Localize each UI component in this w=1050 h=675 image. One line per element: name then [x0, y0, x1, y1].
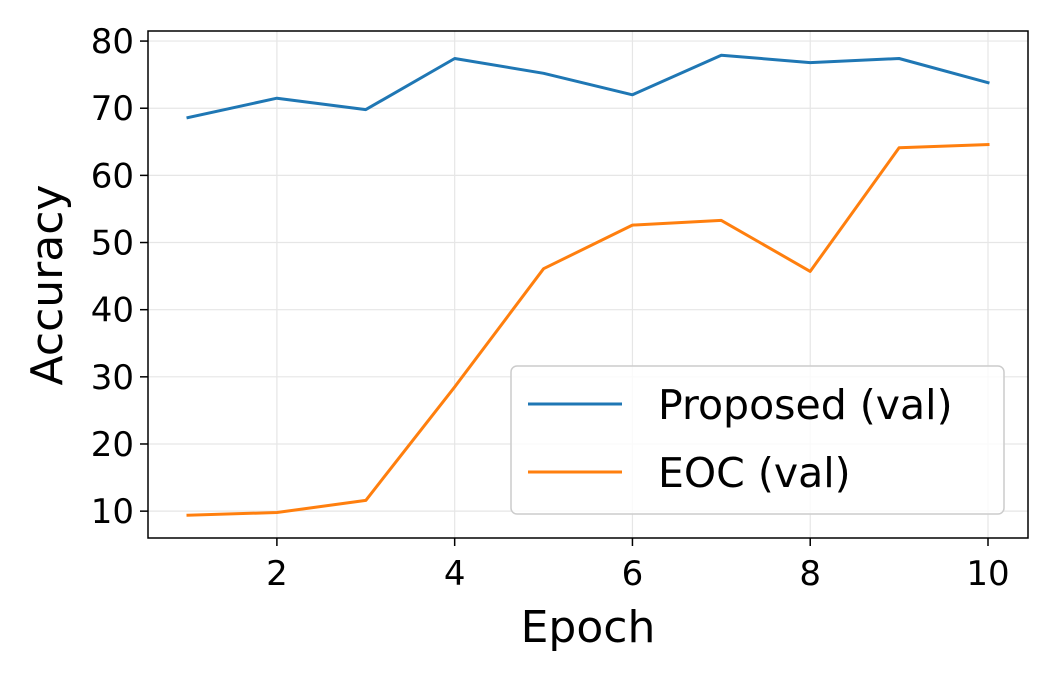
- y-tick-label: 40: [91, 291, 134, 331]
- y-tick-label: 10: [91, 492, 134, 532]
- legend-label-1: Proposed (val): [658, 381, 953, 429]
- series-line-1: [186, 53, 990, 120]
- x-tick-label: 4: [444, 554, 466, 594]
- x-axis-label: Epoch: [521, 602, 656, 653]
- legend-label-2: EOC (val): [658, 449, 851, 497]
- plot-frame: [147, 30, 1029, 539]
- axis-ticks: 2 4 6 8 10 10 20 30 40 50 60 70 80: [91, 22, 1010, 594]
- y-tick-label: 50: [91, 224, 134, 264]
- legend-box: [510, 365, 1005, 515]
- y-tick-label: 80: [91, 22, 134, 62]
- y-tick-label: 70: [91, 89, 134, 129]
- x-tick-label: 10: [966, 554, 1009, 594]
- legend: Proposed (val) EOC (val): [510, 365, 1005, 515]
- y-tick-label: 30: [91, 358, 134, 398]
- x-tick-label: 8: [799, 554, 821, 594]
- series-lines: [186, 53, 990, 517]
- y-tick-label: 60: [91, 156, 134, 196]
- x-tick-label: 2: [266, 554, 288, 594]
- y-tick-label: 20: [91, 425, 134, 465]
- y-axis-label: Accuracy: [22, 185, 73, 386]
- series-line-2: [186, 142, 990, 517]
- x-tick-label: 6: [622, 554, 644, 594]
